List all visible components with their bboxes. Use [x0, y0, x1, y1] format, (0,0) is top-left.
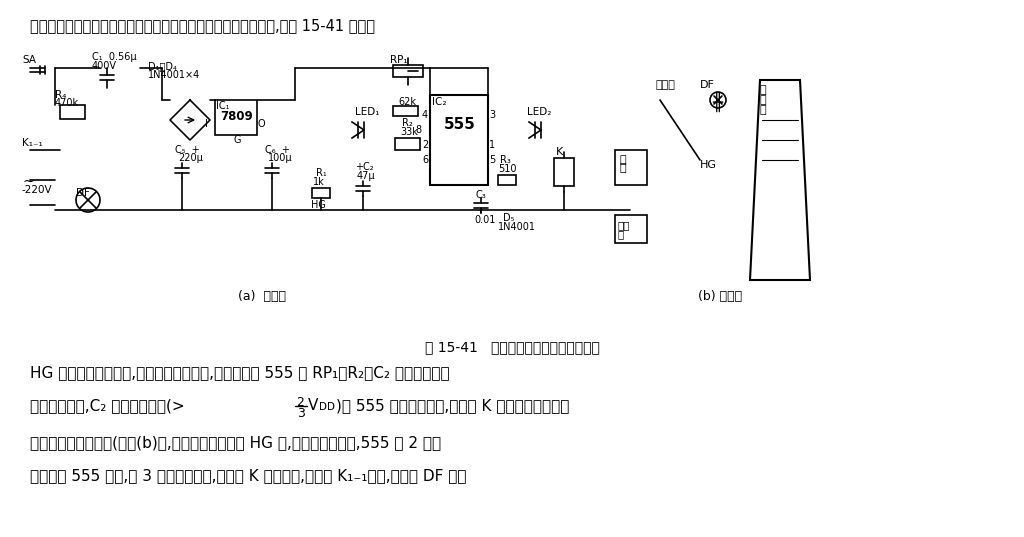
Text: DF: DF	[700, 80, 715, 90]
Text: 1k: 1k	[313, 177, 325, 187]
Text: SA: SA	[22, 55, 36, 65]
Text: 4: 4	[422, 110, 428, 120]
Bar	[395, 138, 420, 150]
Bar	[60, 105, 85, 119]
Text: LED₂: LED₂	[527, 107, 551, 117]
Text: C₃: C₃	[475, 190, 485, 200]
Text: 1N4001: 1N4001	[498, 222, 536, 232]
Text: 稳态延时电路,C₂ 上的充电电压(>: 稳态延时电路,C₂ 上的充电电压(>	[30, 398, 184, 413]
Text: HG: HG	[700, 160, 717, 170]
Text: 箱: 箱	[618, 229, 625, 239]
Text: IC₁: IC₁	[216, 101, 229, 111]
Text: O: O	[258, 119, 265, 129]
Text: 炉: 炉	[760, 105, 767, 115]
Text: C₆  +: C₆ +	[265, 145, 290, 155]
Text: 220μ: 220μ	[178, 153, 203, 163]
Text: 水: 水	[620, 155, 627, 165]
Text: HG 为干簧管磁控开关,平时处于断开状态,与它相接的 555 和 RP₁、R₂、C₂ 等组成一个单: HG 为干簧管磁控开关,平时处于断开状态,与它相接的 555 和 RP₁、R₂、…	[30, 365, 450, 380]
Text: (a)  电路图: (a) 电路图	[238, 290, 286, 303]
Text: +C₂: +C₂	[355, 162, 374, 172]
Text: I: I	[205, 119, 208, 129]
Text: )使 555 处于复位状态,继电器 K 不工作。当打开水: )使 555 处于复位状态,继电器 K 不工作。当打开水	[336, 398, 569, 413]
Text: 555: 555	[444, 117, 476, 132]
Text: C₁  0.56μ: C₁ 0.56μ	[92, 52, 136, 62]
Bar	[615, 150, 647, 185]
Text: DF: DF	[76, 188, 90, 198]
Text: 47μ: 47μ	[357, 171, 376, 181]
Text: 62k: 62k	[398, 97, 416, 107]
Text: 5: 5	[489, 155, 496, 165]
Text: 1: 1	[489, 140, 496, 150]
Text: 3: 3	[297, 407, 305, 420]
Text: D₅: D₅	[503, 213, 514, 223]
Bar	[430, 95, 488, 185]
Text: D₁～D₄: D₁～D₄	[148, 61, 177, 71]
Text: 3: 3	[489, 110, 496, 120]
Text: R₂: R₂	[402, 118, 413, 128]
Text: -220V: -220V	[22, 185, 52, 195]
Bar	[215, 100, 257, 135]
Text: R₄: R₄	[55, 90, 67, 100]
Text: (b) 示意图: (b) 示意图	[698, 290, 742, 303]
Text: 本电路由降压整流电路、磁控触发和继电控制电磁阀电路等组成,如图 15-41 所示。: 本电路由降压整流电路、磁控触发和继电控制电磁阀电路等组成,如图 15-41 所示…	[30, 18, 375, 33]
Text: 33k: 33k	[400, 127, 418, 137]
Text: 壶: 壶	[620, 163, 627, 173]
Text: DD: DD	[319, 402, 335, 412]
Text: 磁块: 磁块	[618, 220, 631, 230]
Text: RP₁: RP₁	[390, 55, 408, 65]
Text: ╫: ╫	[712, 92, 722, 112]
Text: G: G	[234, 135, 242, 145]
Text: 低电平使 555 置位,其 3 脚转呈高电位,继电器 K 得电吸合,其接点 K₁₋₁闭合,电磁阀 DF 开启: 低电平使 555 置位,其 3 脚转呈高电位,继电器 K 得电吸合,其接点 K₁…	[30, 468, 467, 483]
Bar	[312, 188, 330, 198]
Text: 者将磁牌置入投入口(见图(b)后,在磁牌通过干簧管 HG 时,其触点瞬间闭合,555 的 2 脚的: 者将磁牌置入投入口(见图(b)后,在磁牌通过干簧管 HG 时,其触点瞬间闭合,5…	[30, 435, 441, 450]
Text: 6: 6	[422, 155, 428, 165]
Text: 2: 2	[422, 140, 428, 150]
Text: 510: 510	[498, 164, 516, 174]
Text: 水: 水	[760, 95, 767, 105]
Text: 100μ: 100μ	[268, 153, 293, 163]
Bar	[554, 158, 574, 186]
Text: HG: HG	[310, 200, 326, 210]
Text: 1N4001×4: 1N4001×4	[148, 70, 201, 80]
Text: 470k: 470k	[55, 98, 79, 108]
Text: LED₁: LED₁	[355, 107, 380, 117]
Text: 图 15-41   使用磁牌取水的自动供水电路: 图 15-41 使用磁牌取水的自动供水电路	[425, 340, 599, 354]
Text: 400V: 400V	[92, 61, 117, 71]
Text: ~: ~	[22, 175, 34, 189]
Bar	[615, 215, 647, 243]
Text: R₁: R₁	[316, 168, 327, 178]
Text: 0.01: 0.01	[474, 215, 496, 225]
Text: IC₂: IC₂	[432, 97, 446, 107]
Text: V: V	[308, 398, 318, 413]
Text: 8: 8	[416, 125, 422, 135]
Text: 7809: 7809	[220, 110, 253, 123]
Text: C₅  +: C₅ +	[175, 145, 200, 155]
Bar	[393, 106, 418, 116]
Text: K₁₋₁: K₁₋₁	[22, 138, 43, 148]
Text: 投入口: 投入口	[655, 80, 675, 90]
Text: 2: 2	[296, 396, 304, 409]
Text: 热: 热	[760, 85, 767, 95]
Bar	[393, 65, 423, 77]
Text: R₃: R₃	[500, 155, 511, 165]
Bar	[498, 175, 516, 185]
Text: K: K	[556, 147, 563, 157]
